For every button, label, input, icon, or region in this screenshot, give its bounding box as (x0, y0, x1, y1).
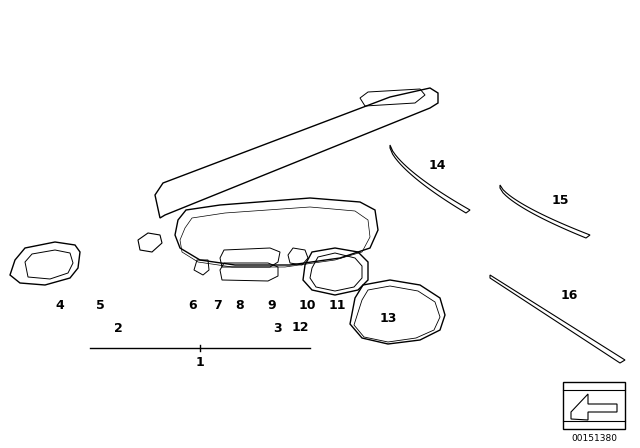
Text: 16: 16 (560, 289, 578, 302)
Text: 2: 2 (114, 322, 122, 335)
Text: 13: 13 (380, 311, 397, 324)
Text: 6: 6 (189, 298, 197, 311)
Text: 8: 8 (236, 298, 244, 311)
Text: 5: 5 (95, 298, 104, 311)
Text: 3: 3 (274, 322, 282, 335)
Text: 15: 15 (551, 194, 569, 207)
Bar (563, 382, 625, 429)
Polygon shape (571, 394, 617, 420)
Text: 14: 14 (428, 159, 445, 172)
Text: 00151380: 00151380 (571, 434, 617, 443)
Text: 7: 7 (214, 298, 222, 311)
Text: 4: 4 (56, 298, 65, 311)
Text: 10: 10 (298, 298, 316, 311)
Text: 1: 1 (196, 356, 204, 369)
Text: 12: 12 (291, 320, 308, 333)
Text: 9: 9 (268, 298, 276, 311)
Text: 11: 11 (328, 298, 346, 311)
